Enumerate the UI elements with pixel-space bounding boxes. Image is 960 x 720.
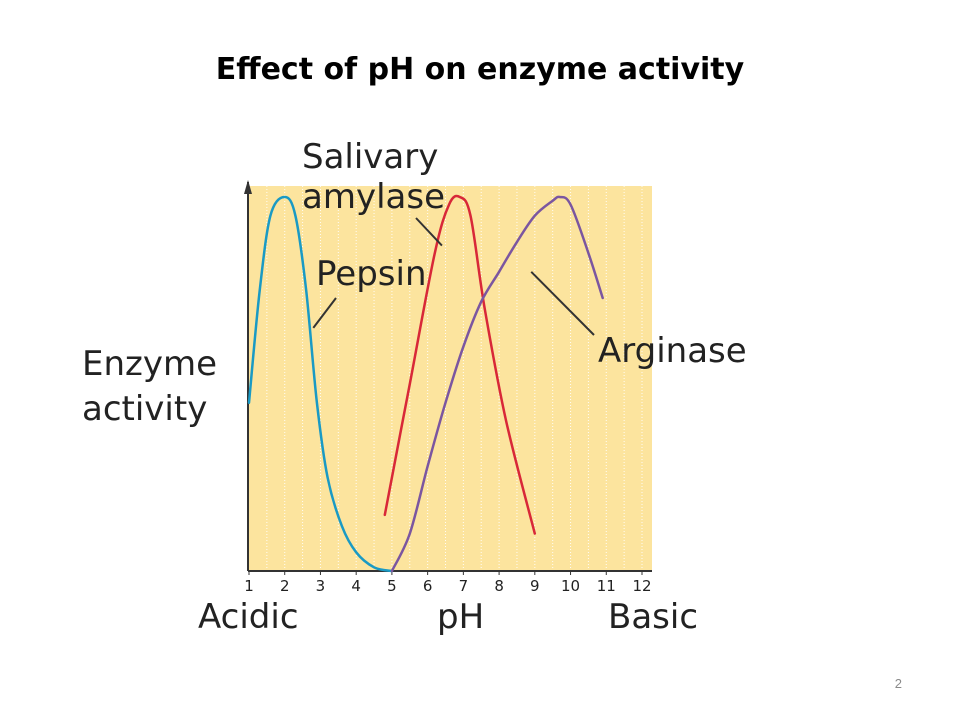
x-tick-labels: 1 2 3 4 5 6 7 8 9 10 11 12 (244, 571, 652, 595)
pepsin-leader-line (312, 297, 337, 329)
pepsin-line (247, 195, 394, 573)
arginase-label: Arginase (598, 331, 747, 371)
arginase-leader-line (530, 271, 595, 336)
grid-lines (266, 186, 643, 571)
y-axis-label-line-1: Enzyme (82, 344, 217, 384)
x-tick-label: 12 (632, 577, 651, 595)
series-lines (247, 194, 604, 573)
x-tick-label: 4 (351, 577, 361, 595)
x-tick-label: 1 (244, 577, 254, 595)
label-leader-lines (312, 217, 595, 336)
x-tick-label: 3 (316, 577, 326, 595)
page-number: 2 (894, 676, 902, 691)
y-axis-arrow-icon (244, 180, 252, 194)
x-tick-label: 9 (530, 577, 540, 595)
x-tick-label: 7 (459, 577, 469, 595)
y-axis-label-line-2: activity (82, 389, 207, 429)
x-left-label: Acidic (198, 597, 299, 637)
x-tick-label: 2 (280, 577, 290, 595)
x-tick-label: 5 (387, 577, 397, 595)
pepsin-label: Pepsin (316, 254, 427, 294)
plot-background (248, 186, 652, 571)
x-tick-label: 11 (597, 577, 616, 595)
axes (244, 180, 652, 572)
plot-area (248, 186, 652, 571)
x-right-label: Basic (608, 597, 698, 637)
salivary-amylase-leader-line (415, 217, 443, 247)
salivary-amylase-line (383, 194, 537, 535)
x-axis-label: pH (437, 597, 484, 637)
slide-title: Effect of pH on enzyme activity (215, 52, 745, 87)
arginase-line (390, 195, 604, 573)
x-tick-label: 10 (561, 577, 580, 595)
x-tick-label: 6 (423, 577, 433, 595)
salivary-amylase-label-line-2: amylase (302, 177, 445, 217)
salivary-amylase-label-line-1: Salivary (302, 137, 438, 177)
x-tick-label: 8 (494, 577, 504, 595)
